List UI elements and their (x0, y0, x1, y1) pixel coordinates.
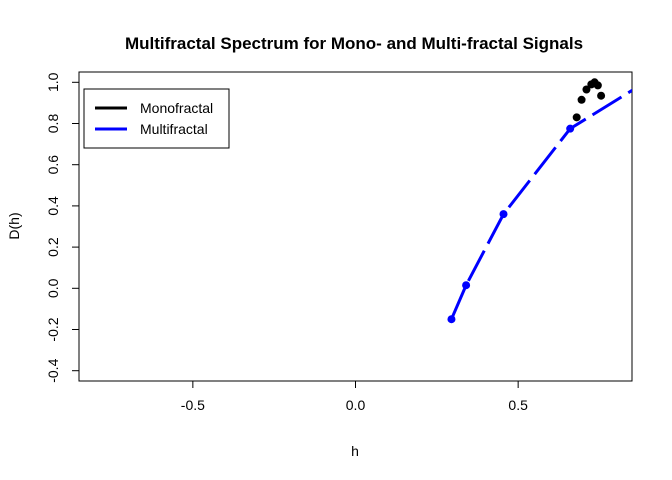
y-tick-label: -0.2 (45, 317, 61, 341)
y-tick-label: 1.0 (45, 72, 61, 92)
series-layer (447, 78, 632, 324)
x-tick-label: -0.5 (181, 397, 205, 413)
data-point-monofractal (597, 91, 606, 100)
y-axis-label: D(h) (6, 212, 22, 239)
x-tick-label: 0.5 (508, 397, 528, 413)
data-point-monofractal (572, 113, 581, 122)
data-point-multifractal (447, 315, 456, 324)
y-tick-label: 0.4 (45, 196, 61, 216)
data-point-multifractal (462, 281, 471, 290)
series-line-multifractal (450, 88, 632, 320)
chart-title: Multifractal Spectrum for Mono- and Mult… (125, 34, 583, 53)
y-axis: -0.4 -0.2 0.0 0.2 0.4 0.6 0.8 1.0 (45, 72, 80, 383)
data-point-multifractal (499, 210, 508, 219)
y-tick-label: 0.8 (45, 114, 61, 134)
legend-box (83, 88, 230, 149)
data-point-multifractal (566, 124, 575, 133)
legend: Monofractal Multifractal (83, 88, 230, 149)
x-tick-label: 0.0 (346, 397, 366, 413)
x-axis-label: h (351, 443, 359, 459)
data-point-monofractal (593, 81, 602, 90)
y-tick-label: 0.6 (45, 155, 61, 175)
data-point-monofractal (577, 95, 586, 104)
y-tick-label: -0.4 (45, 358, 61, 382)
x-axis: -0.5 0.0 0.5 (181, 380, 528, 413)
legend-label-monofractal: Monofractal (140, 100, 213, 116)
data-point-monofractal (582, 85, 591, 94)
legend-label-multifractal: Multifractal (140, 121, 208, 137)
y-tick-label: 0.0 (45, 278, 61, 298)
y-tick-label: 0.2 (45, 237, 61, 257)
